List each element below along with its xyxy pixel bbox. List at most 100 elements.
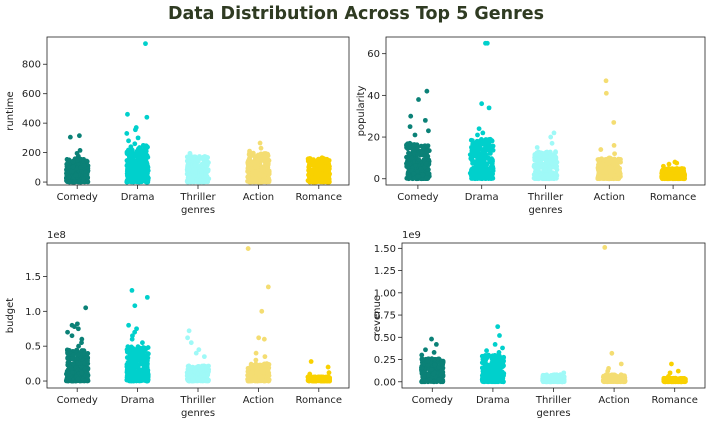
- data-point: [494, 379, 500, 385]
- data-point: [440, 361, 445, 367]
- data-point-outlier: [308, 359, 314, 364]
- data-point: [423, 161, 429, 167]
- data-point-outlier: [193, 350, 199, 356]
- data-point: [126, 175, 132, 181]
- x-tick-label-drama: Drama: [121, 192, 155, 203]
- data-point: [604, 170, 610, 175]
- data-point-outlier: [135, 135, 141, 141]
- data-point: [133, 169, 139, 175]
- data-point: [260, 370, 266, 375]
- data-point: [550, 154, 556, 160]
- data-point: [192, 163, 198, 168]
- data-point: [534, 157, 540, 162]
- data-point-outlier: [69, 333, 75, 339]
- data-point-outlier: [187, 152, 193, 158]
- x-tick-label-thriller: Thriller: [527, 192, 564, 203]
- data-point-outlier: [65, 329, 70, 335]
- data-point-outlier: [140, 340, 145, 346]
- data-point-outlier: [423, 347, 428, 353]
- data-point: [404, 162, 410, 168]
- data-point-outlier: [259, 308, 265, 314]
- series-comedy: [63, 305, 91, 384]
- data-point-outlier: [262, 354, 268, 360]
- data-point: [187, 370, 193, 376]
- series-comedy: [404, 88, 432, 182]
- data-point-outlier: [433, 342, 439, 347]
- data-point: [536, 165, 541, 171]
- x-tick-label-drama: Drama: [465, 192, 499, 203]
- y-tick-label: 1.25: [374, 266, 396, 277]
- data-point-outlier: [412, 132, 418, 138]
- data-point: [607, 157, 612, 162]
- data-point: [616, 159, 622, 165]
- data-point: [481, 356, 487, 362]
- data-point: [202, 161, 207, 167]
- series-romance: [659, 159, 687, 182]
- data-point: [79, 370, 84, 376]
- data-point: [439, 368, 445, 373]
- data-point: [560, 379, 565, 384]
- axis-offset-label: 1e9: [402, 230, 421, 241]
- data-point: [84, 374, 90, 380]
- series-action: [245, 246, 272, 384]
- x-tick-label-romance: Romance: [296, 395, 342, 406]
- data-point: [75, 157, 80, 163]
- x-tick-label-comedy: Comedy: [57, 395, 98, 406]
- series-action: [245, 140, 272, 185]
- data-point: [145, 361, 150, 367]
- data-point: [603, 165, 609, 171]
- data-point: [603, 157, 609, 163]
- data-point: [199, 169, 205, 175]
- data-point: [472, 159, 478, 165]
- axes-frame: [401, 242, 706, 389]
- data-point: [479, 171, 485, 177]
- data-point: [411, 171, 417, 177]
- data-point: [484, 161, 490, 167]
- data-point: [612, 158, 618, 164]
- series-romance: [305, 155, 332, 185]
- data-point-outlier: [424, 88, 430, 94]
- data-point: [190, 377, 196, 383]
- y-tick-label: 400: [22, 119, 41, 130]
- data-point: [124, 163, 130, 169]
- data-point: [324, 157, 330, 163]
- data-point: [471, 145, 477, 151]
- x-tick-label-action: Action: [598, 395, 629, 406]
- series-drama: [124, 288, 151, 384]
- data-point: [195, 376, 201, 382]
- data-point: [480, 166, 485, 171]
- data-point-outlier: [325, 364, 331, 370]
- y-axis-label: budget: [5, 298, 16, 334]
- data-point: [608, 170, 614, 176]
- data-point: [313, 378, 319, 384]
- data-point-outlier: [253, 357, 259, 363]
- data-point: [432, 362, 438, 368]
- data-point: [70, 159, 76, 165]
- data-point: [265, 363, 270, 369]
- data-point: [129, 369, 135, 375]
- data-point: [260, 165, 266, 171]
- data-point-outlier: [256, 335, 262, 341]
- data-point-outlier: [196, 347, 202, 353]
- data-point: [421, 373, 427, 379]
- y-tick-label: 1.5: [25, 272, 41, 283]
- data-point: [66, 174, 72, 180]
- data-point-outlier: [475, 132, 480, 138]
- data-point: [326, 179, 332, 185]
- data-point: [553, 149, 558, 155]
- data-point: [554, 373, 560, 379]
- data-point: [255, 179, 260, 185]
- data-point: [254, 364, 260, 370]
- y-tick-label: 0: [35, 178, 41, 189]
- series-thriller: [184, 328, 212, 384]
- data-point: [127, 353, 133, 359]
- data-point: [427, 377, 433, 383]
- data-point-outlier: [486, 105, 492, 111]
- data-point-outlier: [126, 322, 132, 328]
- data-point-outlier: [130, 333, 135, 339]
- data-point: [80, 376, 86, 382]
- data-point: [421, 146, 426, 151]
- data-point: [255, 159, 261, 165]
- data-point: [486, 166, 491, 172]
